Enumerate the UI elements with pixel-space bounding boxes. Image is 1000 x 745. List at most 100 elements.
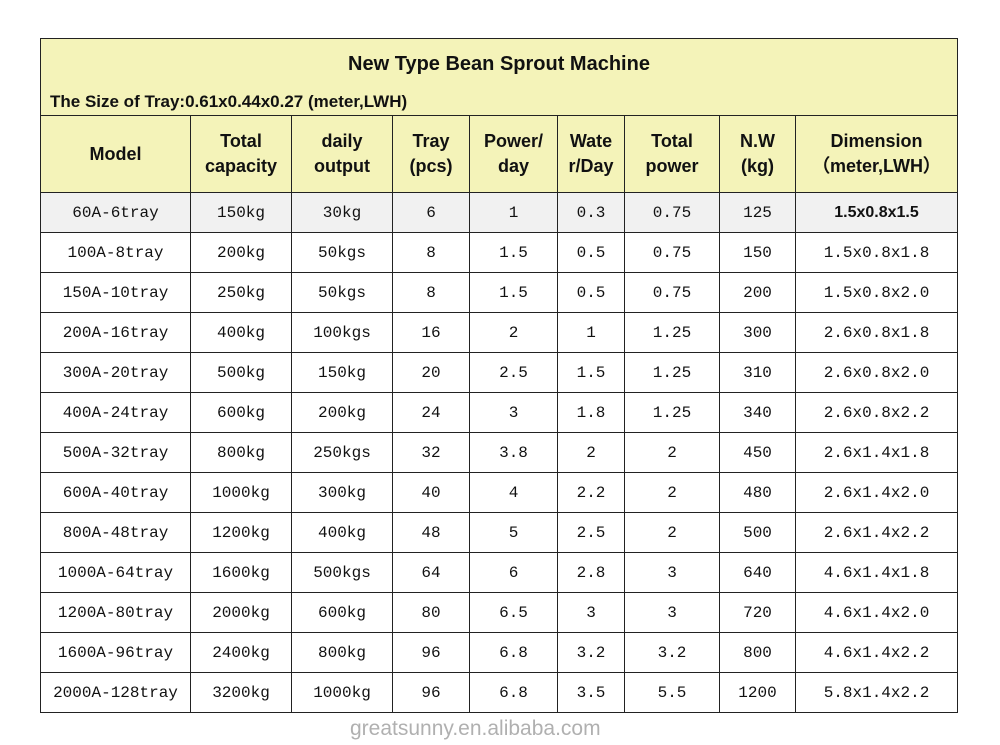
table-row: 300A-20tray 500kg 150kg 20 2.5 1.5 1.25 310 2.6x… [40, 352, 959, 393]
cell-net-weight: 720 [719, 592, 796, 633]
cell-total-power: 3 [624, 552, 720, 593]
table-row: 600A-40tray 1000kg 300kg 40 4 2.2 2 480 2.6x1.4x… [40, 472, 959, 513]
cell-net-weight: 640 [719, 552, 796, 593]
cell-dimension: 2.6x1.4x2.2 [794, 512, 959, 553]
cell-total-capacity: 400kg [190, 312, 292, 353]
cell-model: 150A-10tray [40, 272, 191, 313]
header-water-day: Wate r/Day [557, 115, 625, 193]
cell-daily-output: 1000kg [291, 672, 393, 713]
cell-daily-output: 400kg [291, 512, 393, 553]
cell-total-power: 1.25 [624, 352, 720, 393]
header-line: (kg) [741, 156, 774, 176]
table-row: 1200A-80tray 2000kg 600kg 80 6.5 3 3 720 4.6x1.4… [40, 592, 959, 633]
cell-water-day: 0.5 [557, 272, 625, 313]
cell-model: 1200A-80tray [40, 592, 191, 633]
cell-water-day: 0.3 [557, 192, 625, 233]
cell-total-capacity: 1600kg [190, 552, 292, 593]
header-line: (pcs) [409, 156, 453, 176]
header-line: output [314, 156, 370, 176]
cell-tray-pcs: 40 [392, 472, 470, 513]
header-line: （meter,LWH） [811, 156, 942, 176]
watermark: greatsunny.en.alibaba.com [350, 717, 601, 740]
cell-tray-pcs: 32 [392, 432, 470, 473]
cell-total-capacity: 2400kg [190, 632, 292, 673]
cell-total-capacity: 600kg [190, 392, 292, 433]
table-row: 800A-48tray 1200kg 400kg 48 5 2.5 2 500 2.6x1.4x… [40, 512, 959, 553]
table-row: 500A-32tray 800kg 250kgs 32 3.8 2 2 450 2.6x1.4x… [40, 432, 959, 473]
cell-total-power: 2 [624, 512, 720, 553]
cell-total-capacity: 1000kg [190, 472, 292, 513]
cell-model: 300A-20tray [40, 352, 191, 393]
cell-tray-pcs: 6 [392, 192, 470, 233]
cell-model: 1600A-96tray [40, 632, 191, 673]
cell-dimension: 2.6x0.8x2.2 [794, 392, 959, 433]
spec-table-container: New Type Bean Sprout Machine The Size of… [39, 38, 959, 713]
cell-daily-output: 50kgs [291, 232, 393, 273]
header-line: Model [89, 143, 142, 164]
cell-power-day: 2.5 [469, 352, 558, 393]
header-total-capacity: Total capacity [190, 115, 292, 193]
title-cell: New Type Bean Sprout Machine The Size of… [39, 38, 959, 116]
header-total-power: Total power [624, 115, 720, 193]
table-row: 100A-8tray 200kg 50kgs 8 1.5 0.5 0.75 150 1.5x0.… [40, 232, 959, 273]
header-line: Total [220, 131, 262, 151]
cell-model: 800A-48tray [40, 512, 191, 553]
cell-power-day: 5 [469, 512, 558, 553]
cell-total-capacity: 500kg [190, 352, 292, 393]
cell-tray-pcs: 24 [392, 392, 470, 433]
header-line: N.W [740, 131, 775, 151]
cell-power-day: 1.5 [469, 232, 558, 273]
cell-water-day: 2.2 [557, 472, 625, 513]
cell-total-power: 0.75 [624, 272, 720, 313]
cell-model: 100A-8tray [40, 232, 191, 273]
cell-water-day: 2 [557, 432, 625, 473]
table-row: 200A-16tray 400kg 100kgs 16 2 1 1.25 300 2.6x0.8… [40, 312, 959, 353]
cell-model: 1000A-64tray [40, 552, 191, 593]
cell-total-capacity: 1200kg [190, 512, 292, 553]
cell-total-power: 0.75 [624, 232, 720, 273]
cell-power-day: 2 [469, 312, 558, 353]
cell-net-weight: 340 [719, 392, 796, 433]
table-title: New Type Bean Sprout Machine [348, 53, 650, 75]
cell-dimension: 4.6x1.4x2.2 [794, 632, 959, 673]
cell-total-capacity: 200kg [190, 232, 292, 273]
header-line: power [645, 156, 699, 176]
header-line: Wate [569, 131, 613, 151]
cell-tray-pcs: 64 [392, 552, 470, 593]
cell-total-power: 2 [624, 432, 720, 473]
cell-net-weight: 310 [719, 352, 796, 393]
cell-total-capacity: 2000kg [190, 592, 292, 633]
cell-power-day: 1.5 [469, 272, 558, 313]
header-line: r/Day [568, 156, 614, 176]
cell-tray-pcs: 48 [392, 512, 470, 553]
cell-dimension: 4.6x1.4x1.8 [794, 552, 959, 593]
cell-tray-pcs: 8 [392, 272, 470, 313]
cell-daily-output: 800kg [291, 632, 393, 673]
cell-power-day: 4 [469, 472, 558, 513]
cell-daily-output: 50kgs [291, 272, 393, 313]
cell-daily-output: 600kg [291, 592, 393, 633]
cell-total-capacity: 800kg [190, 432, 292, 473]
cell-power-day: 6.8 [469, 672, 558, 713]
table-row: 2000A-128tray 3200kg 1000kg 96 6.8 3.5 5.5 1200… [40, 672, 959, 713]
cell-tray-pcs: 8 [392, 232, 470, 273]
header-net-weight: N.W (kg) [719, 115, 796, 193]
cell-water-day: 3.2 [557, 632, 625, 673]
cell-daily-output: 500kgs [291, 552, 393, 593]
cell-model: 60A-6tray [40, 192, 191, 233]
table-row: 1000A-64tray 1600kg 500kgs 64 6 2.8 3 640 4.6x1.… [40, 552, 959, 593]
table-row: 60A-6tray 150kg 30kg 6 1 0.3 0.75 125 1.5x0.8x1.… [40, 192, 959, 233]
header-line: daily [321, 131, 363, 151]
cell-power-day: 3 [469, 392, 558, 433]
cell-net-weight: 480 [719, 472, 796, 513]
cell-water-day: 2.5 [557, 512, 625, 553]
cell-total-capacity: 150kg [190, 192, 292, 233]
cell-tray-pcs: 96 [392, 672, 470, 713]
cell-dimension: 2.6x0.8x2.0 [794, 352, 959, 393]
cell-total-power: 3.2 [624, 632, 720, 673]
spec-table: New Type Bean Sprout Machine The Size of… [39, 38, 959, 713]
cell-water-day: 3 [557, 592, 625, 633]
header-row: Model Total capacity daily output Tray (pcs) Po… [40, 115, 959, 193]
header-daily-output: daily output [291, 115, 393, 193]
cell-dimension: 2.6x0.8x1.8 [794, 312, 959, 353]
